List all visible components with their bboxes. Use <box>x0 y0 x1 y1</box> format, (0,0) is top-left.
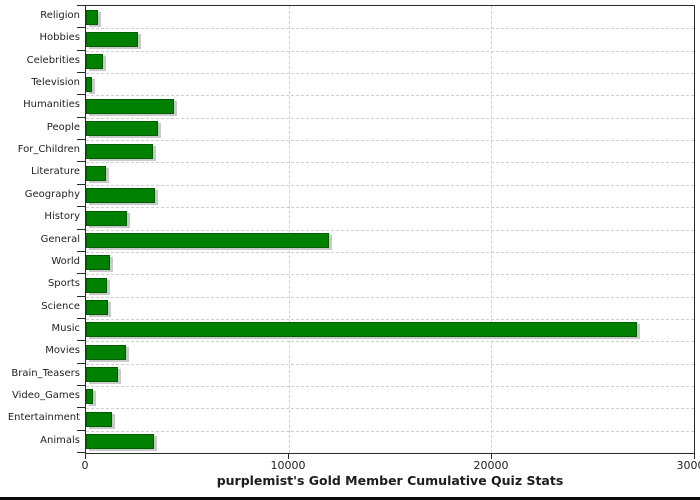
chart-title: purplemist's Gold Member Cumulative Quiz… <box>216 473 564 488</box>
h-gridline <box>86 184 694 186</box>
y-axis-tick <box>77 183 85 185</box>
y-axis-label: For_Children <box>17 144 80 156</box>
h-gridline <box>86 95 694 97</box>
y-axis-tick <box>77 228 85 230</box>
y-axis-label: Humanities <box>23 99 80 111</box>
y-axis-tick <box>77 49 85 51</box>
x-axis-tick <box>85 454 86 459</box>
bottom-edge-line <box>0 497 700 500</box>
bar <box>86 367 119 383</box>
bar <box>86 188 156 204</box>
h-gridline <box>86 385 694 387</box>
h-gridline <box>86 140 694 142</box>
h-gridline <box>86 73 694 75</box>
v-gridline <box>288 6 290 453</box>
y-axis-tick <box>77 250 85 252</box>
bar <box>86 322 638 338</box>
y-axis-label: Literature <box>31 166 80 178</box>
y-axis-label: Celebrities <box>26 54 80 66</box>
y-axis-label: Religion <box>40 10 80 21</box>
y-axis-label: World <box>51 255 80 267</box>
y-axis-label: Animals <box>40 434 80 446</box>
bar <box>86 165 107 181</box>
x-axis-tick <box>694 454 695 459</box>
x-axis-tick-label: 0 <box>81 459 89 472</box>
y-axis-tick <box>77 72 85 74</box>
y-axis-tick <box>77 206 85 208</box>
v-gridline <box>491 6 493 453</box>
h-gridline <box>86 28 694 30</box>
h-gridline <box>86 162 694 164</box>
h-gridline <box>86 318 694 320</box>
y-axis-label: Television <box>31 77 80 89</box>
bar <box>86 255 110 271</box>
y-axis-tick <box>77 295 85 297</box>
bar <box>86 300 108 316</box>
y-axis-tick <box>77 452 85 453</box>
y-axis-tick <box>77 384 85 386</box>
y-axis-label: Science <box>41 300 80 312</box>
h-gridline <box>86 207 694 209</box>
bar <box>86 411 112 427</box>
y-axis-tick <box>77 161 85 163</box>
bar <box>86 31 138 47</box>
bar <box>86 277 107 293</box>
y-axis-label: People <box>46 121 80 133</box>
h-gridline <box>86 251 694 253</box>
bar <box>86 344 127 360</box>
bar <box>86 233 330 248</box>
bar <box>86 98 174 114</box>
y-axis-tick <box>77 362 85 364</box>
x-axis-tick-label: 20000 <box>473 459 509 472</box>
y-axis-label: Video_Games <box>12 389 80 401</box>
h-gridline <box>86 296 694 298</box>
h-gridline <box>86 274 694 276</box>
y-axis-label: Music <box>51 322 80 334</box>
y-axis-tick <box>77 27 85 29</box>
y-axis-label: General <box>40 233 80 245</box>
bar <box>86 210 127 226</box>
y-axis-tick <box>77 317 85 319</box>
plot-area <box>85 5 695 454</box>
bar <box>86 54 103 70</box>
bar <box>86 434 155 450</box>
y-axis-label: History <box>44 211 80 223</box>
bar <box>86 389 93 405</box>
h-gridline <box>86 341 694 343</box>
y-axis-tick <box>77 407 85 409</box>
x-axis-tick <box>288 454 289 459</box>
y-axis-tick <box>77 94 85 96</box>
bar <box>86 9 98 25</box>
y-axis-label: Sports <box>47 278 80 290</box>
x-axis-tick-label: 30000 <box>676 459 700 472</box>
y-axis-tick <box>77 116 85 118</box>
bar <box>86 121 159 137</box>
y-axis-label: Geography <box>24 188 80 200</box>
h-gridline <box>86 430 694 432</box>
bar <box>86 76 93 92</box>
bar <box>86 143 154 159</box>
h-gridline <box>86 363 694 365</box>
y-axis-label: Entertainment <box>7 412 80 424</box>
y-axis-tick <box>77 273 85 275</box>
y-axis-tick <box>77 139 85 141</box>
y-axis-label: Movies <box>45 345 80 357</box>
x-axis-tick <box>491 454 492 459</box>
y-axis-label: Hobbies <box>39 32 80 44</box>
y-axis-label: Brain_Teasers <box>11 367 80 379</box>
y-axis-tick <box>77 429 85 431</box>
h-gridline <box>86 408 694 410</box>
x-axis-tick-label: 10000 <box>270 459 306 472</box>
y-axis-tick <box>77 340 85 342</box>
h-gridline <box>86 229 694 231</box>
h-gridline <box>86 117 694 119</box>
y-axis-tick <box>77 5 85 6</box>
h-gridline <box>86 50 694 52</box>
